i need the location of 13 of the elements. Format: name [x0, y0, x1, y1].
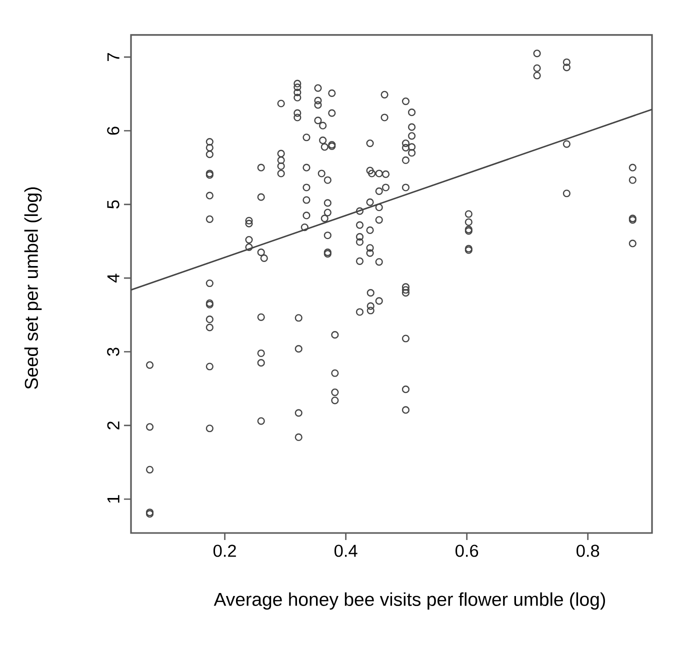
y-axis-title: Seed set per umbel (log): [24, 187, 42, 389]
y-tick-label: 6: [107, 126, 120, 135]
x-tick-label: 0.8: [576, 544, 600, 557]
y-tick-label: 1: [107, 495, 120, 503]
x-tick-label: 0.2: [213, 544, 236, 557]
y-tick-label: 2: [107, 422, 120, 430]
y-tick-label: 5: [107, 200, 120, 209]
x-tick-label: 0.6: [456, 544, 478, 557]
x-tick-label: 0.4: [334, 544, 358, 557]
y-tick-label: 7: [107, 53, 120, 61]
x-axis-title: Average honey bee visits per flower umble (log): [214, 592, 605, 610]
y-tick-label: 3: [107, 348, 120, 356]
y-tick-label: 4: [107, 274, 120, 283]
